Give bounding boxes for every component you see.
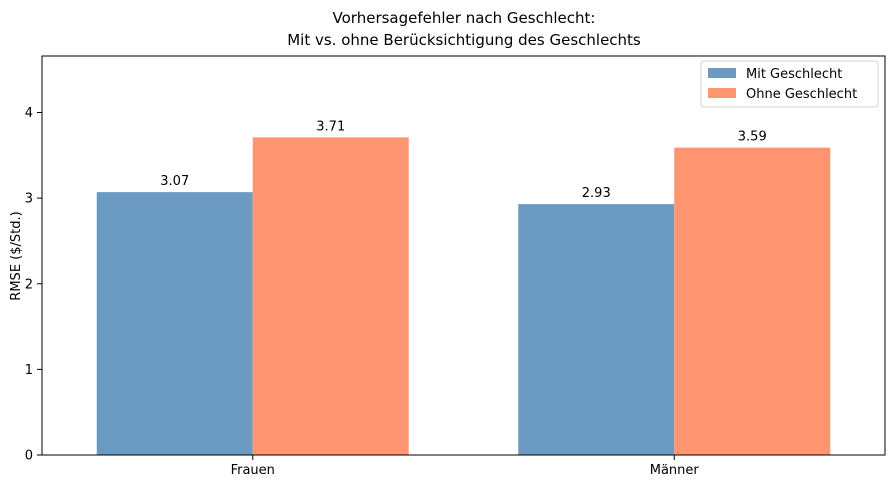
legend-swatch xyxy=(708,88,736,98)
legend-swatch xyxy=(708,68,736,78)
y-tick-label: 4 xyxy=(25,106,33,121)
data-label: 3.71 xyxy=(316,119,345,134)
legend-box xyxy=(700,60,879,108)
legend-entry: Ohne Geschlecht xyxy=(746,87,857,102)
y-tick-label: 2 xyxy=(25,277,33,292)
y-tick-label: 0 xyxy=(25,449,33,464)
x-tick-label: Frauen xyxy=(231,463,275,478)
legend: Mit Geschlecht Ohne Geschlecht xyxy=(700,60,879,108)
data-label: 3.59 xyxy=(738,130,767,145)
data-label: 3.07 xyxy=(160,174,189,189)
y-axis-label: RMSE ($/Std.) xyxy=(9,211,24,300)
legend-entry: Mit Geschlecht xyxy=(746,67,842,82)
chart-title-line-1: Vorhersagefehler nach Geschlecht: xyxy=(333,9,596,27)
x-tick-label: Männer xyxy=(650,463,700,478)
chart-title-line-2: Mit vs. ohne Berücksichtigung des Geschl… xyxy=(287,31,641,49)
data-label: 2.93 xyxy=(582,186,611,201)
y-tick-label: 1 xyxy=(25,363,33,378)
bar-männer-series-0 xyxy=(518,204,675,455)
axes-frame xyxy=(41,55,886,456)
plot-area: 3.07 3.71 Frauen 2.93 3.59 Männer 0 1 2 3 4 xyxy=(25,55,886,478)
y-tick-label: 3 xyxy=(25,192,33,207)
bar-frauen-series-1 xyxy=(252,137,409,456)
bar-männer-series-1 xyxy=(674,147,831,455)
bar-frauen-series-0 xyxy=(96,192,253,456)
